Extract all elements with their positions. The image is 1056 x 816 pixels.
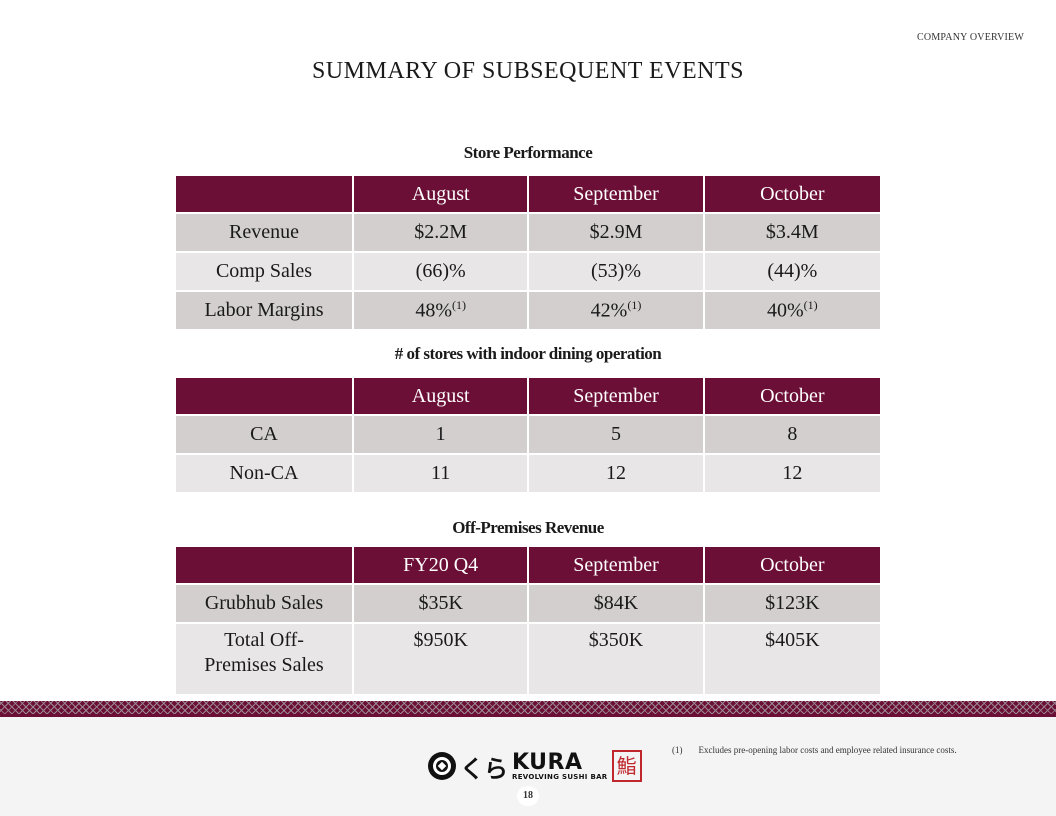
table-cell: 40%(1) [705, 292, 880, 331]
footnote-marker: (1) [452, 298, 466, 312]
table-cell: 8 [705, 416, 880, 455]
column-header: October [705, 547, 880, 585]
footnote-marker: (1) [672, 745, 683, 755]
table-cell: $2.9M [529, 214, 704, 253]
column-header [176, 547, 354, 585]
table-cell: $3.4M [705, 214, 880, 253]
table-row: Labor Margins 48%(1) 42%(1) 40%(1) [176, 292, 880, 331]
table-row: Grubhub Sales $35K $84K $123K [176, 585, 880, 624]
footnote: (1) Excludes pre-opening labor costs and… [672, 745, 957, 755]
cell-value: 48% [415, 300, 452, 322]
cell-value: 40% [767, 300, 804, 322]
section-label: COMPANY OVERVIEW [917, 32, 1024, 43]
column-header: August [354, 378, 529, 416]
logo-name: KURA [512, 752, 608, 774]
table-cell: 1 [354, 416, 529, 455]
table-cell: 12 [529, 455, 704, 494]
table-cell: $950K [354, 624, 529, 696]
row-label: Non-CA [176, 455, 354, 494]
page-number: 18 [517, 786, 539, 806]
footnote-marker: (1) [804, 298, 818, 312]
table-cell: 48%(1) [354, 292, 529, 331]
table-row: Revenue $2.2M $2.9M $3.4M [176, 214, 880, 253]
kura-logo: くら KURA REVOLVING SUSHI BAR 鮨 [428, 750, 642, 782]
decorative-pattern-band [0, 701, 1056, 717]
table-row: Comp Sales (66)% (53)% (44)% [176, 253, 880, 292]
logo-kana: くら [460, 749, 508, 784]
page-title: SUMMARY OF SUBSEQUENT EVENTS [0, 58, 1056, 85]
logo-tagline: REVOLVING SUSHI BAR [512, 774, 608, 781]
row-label: Revenue [176, 214, 354, 253]
table-header-row: FY20 Q4 September October [176, 547, 880, 585]
table-row: Total Off-Premises Sales $950K $350K $40… [176, 624, 880, 696]
store-performance-table: August September October Revenue $2.2M $… [176, 176, 880, 331]
table-cell: $350K [529, 624, 704, 696]
logo-emblem-icon [428, 752, 456, 780]
column-header: September [529, 176, 704, 214]
row-label: Labor Margins [176, 292, 354, 331]
column-header [176, 176, 354, 214]
table-cell: $35K [354, 585, 529, 624]
table-cell: $405K [705, 624, 880, 696]
table-cell: $84K [529, 585, 704, 624]
table-cell: 12 [705, 455, 880, 494]
column-header: October [705, 378, 880, 416]
indoor-dining-table: August September October CA 1 5 8 Non-CA… [176, 378, 880, 494]
table-cell: 11 [354, 455, 529, 494]
table-header-row: August September October [176, 378, 880, 416]
table-cell: $123K [705, 585, 880, 624]
table-header-row: August September October [176, 176, 880, 214]
store-performance-caption: Store Performance [176, 143, 880, 163]
cell-value: 42% [591, 300, 628, 322]
table-cell: (53)% [529, 253, 704, 292]
footnote-marker: (1) [627, 298, 641, 312]
table-cell: (66)% [354, 253, 529, 292]
column-header: August [354, 176, 529, 214]
column-header [176, 378, 354, 416]
column-header: October [705, 176, 880, 214]
column-header: September [529, 547, 704, 585]
logo-wordmark: KURA REVOLVING SUSHI BAR [512, 752, 608, 781]
off-premises-table: FY20 Q4 September October Grubhub Sales … [176, 547, 880, 696]
footnote-text: Excludes pre-opening labor costs and emp… [699, 745, 957, 755]
row-label: Comp Sales [176, 253, 354, 292]
table-cell: $2.2M [354, 214, 529, 253]
column-header: September [529, 378, 704, 416]
table-row: Non-CA 11 12 12 [176, 455, 880, 494]
indoor-dining-caption: # of stores with indoor dining operation [176, 344, 880, 364]
table-row: CA 1 5 8 [176, 416, 880, 455]
table-cell: 42%(1) [529, 292, 704, 331]
row-label: Grubhub Sales [176, 585, 354, 624]
logo-seal-icon: 鮨 [612, 750, 642, 782]
row-label: Total Off-Premises Sales [176, 624, 354, 696]
off-premises-caption: Off-Premises Revenue [176, 518, 880, 538]
row-label: CA [176, 416, 354, 455]
column-header: FY20 Q4 [354, 547, 529, 585]
table-cell: (44)% [705, 253, 880, 292]
table-cell: 5 [529, 416, 704, 455]
